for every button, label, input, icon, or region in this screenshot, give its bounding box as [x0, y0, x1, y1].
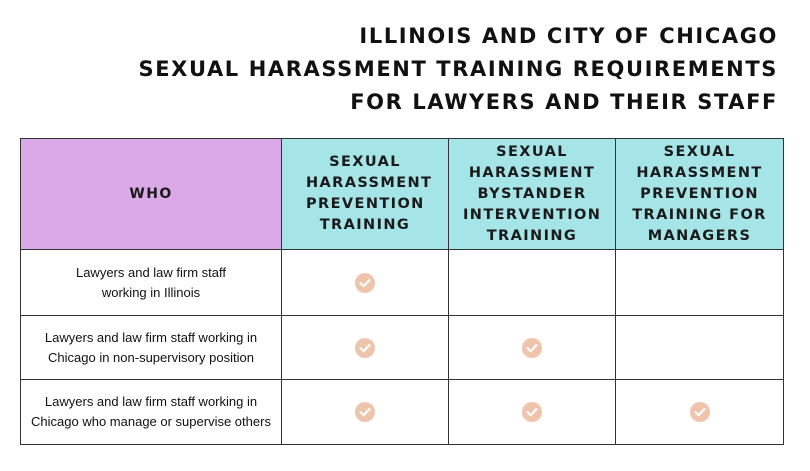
table-row: Lawyers and law firm staff working in Il…: [20, 249, 784, 316]
title-line-1: ILLINOIS AND CITY OF CHICAGO: [359, 24, 778, 48]
check-circle-icon: [522, 337, 542, 358]
header-bystander-training: SEXUAL HARASSMENT BYSTANDER INTERVENTION…: [448, 138, 616, 250]
cell-prevention: [281, 249, 449, 316]
row-label: Lawyers and law firm staff working in Ch…: [20, 379, 282, 445]
cell-prevention: [281, 315, 449, 380]
cell-manager: [615, 315, 784, 380]
check-circle-icon: [689, 402, 710, 422]
check-circle-icon: [355, 337, 375, 358]
row-label: Lawyers and law firm staff working in Il…: [20, 249, 282, 316]
header-row: WHO SEXUAL HARASSMENT PREVENTION TRAININ…: [20, 138, 784, 250]
cell-bystander: [448, 249, 616, 316]
page-title: ILLINOIS AND CITY OF CHICAGO SEXUAL HARA…: [138, 20, 778, 119]
header-who: WHO: [20, 138, 282, 250]
row-label: Lawyers and law firm staff working in Ch…: [20, 315, 282, 380]
header-prevention-training: SEXUAL HARASSMENT PREVENTION TRAINING: [281, 138, 449, 250]
cell-prevention: [281, 379, 449, 445]
header-manager-training: SEXUAL HARASSMENT PREVENTION TRAINING FO…: [615, 138, 784, 250]
cell-manager: [615, 379, 784, 445]
cell-bystander: [448, 379, 616, 445]
title-line-2: SEXUAL HARASSMENT TRAINING REQUIREMENTS: [138, 57, 778, 81]
requirements-table: WHO SEXUAL HARASSMENT PREVENTION TRAININ…: [20, 138, 784, 445]
cell-bystander: [448, 315, 616, 380]
title-line-3: FOR LAWYERS AND THEIR STAFF: [350, 90, 778, 114]
table-row: Lawyers and law firm staff working in Ch…: [20, 379, 784, 445]
check-circle-icon: [355, 272, 375, 293]
check-circle-icon: [355, 402, 375, 422]
cell-manager: [615, 249, 784, 316]
check-circle-icon: [522, 402, 542, 422]
table-row: Lawyers and law firm staff working in Ch…: [20, 315, 784, 380]
